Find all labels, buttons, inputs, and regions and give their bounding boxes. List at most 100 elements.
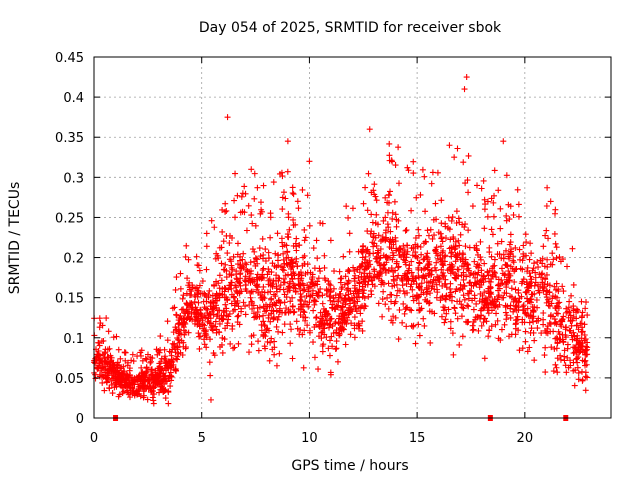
data-point <box>319 348 326 355</box>
data-point <box>186 309 193 316</box>
data-point <box>317 219 324 226</box>
data-point <box>183 300 190 307</box>
data-point <box>213 297 220 304</box>
data-point <box>470 270 477 277</box>
data-point <box>418 280 425 287</box>
data-point <box>334 304 341 311</box>
data-point <box>295 205 302 212</box>
data-point <box>389 283 396 290</box>
data-point <box>106 345 113 352</box>
data-point <box>326 324 333 331</box>
data-point <box>481 315 488 322</box>
data-point <box>549 295 556 302</box>
data-point <box>553 345 560 352</box>
data-point <box>452 288 459 295</box>
data-point <box>126 380 133 387</box>
data-point <box>290 191 297 198</box>
data-point <box>184 314 191 321</box>
data-point <box>242 273 249 280</box>
data-point <box>544 263 551 270</box>
y-tick-label: 0.15 <box>55 292 84 307</box>
data-point <box>543 271 550 278</box>
data-point <box>226 256 233 263</box>
data-point <box>448 249 455 256</box>
data-point <box>322 313 329 320</box>
data-point <box>325 278 332 285</box>
data-point <box>369 281 376 288</box>
data-point <box>371 268 378 275</box>
data-point <box>213 313 220 320</box>
data-point <box>570 329 577 336</box>
data-point <box>362 263 369 270</box>
data-point <box>481 260 488 267</box>
data-point <box>133 374 140 381</box>
data-point <box>408 322 415 329</box>
data-point <box>205 291 212 298</box>
data-point <box>468 288 475 295</box>
data-point <box>446 293 453 300</box>
data-point <box>413 194 420 201</box>
data-point <box>101 387 108 394</box>
data-point <box>523 239 530 246</box>
data-point <box>421 322 428 329</box>
data-point <box>200 298 207 305</box>
data-point <box>451 154 458 161</box>
data-point <box>579 313 585 320</box>
data-point <box>352 302 359 309</box>
data-point <box>109 390 116 397</box>
data-point <box>462 180 469 187</box>
data-point <box>241 277 248 284</box>
data-point <box>142 376 149 383</box>
data-point <box>544 281 551 288</box>
data-point <box>246 275 253 282</box>
data-point <box>173 312 180 319</box>
data-point <box>219 228 226 235</box>
data-point <box>389 256 396 263</box>
data-point <box>573 306 580 313</box>
data-point <box>258 327 265 334</box>
data-point <box>417 191 424 198</box>
data-point <box>106 385 113 392</box>
data-point <box>250 332 257 339</box>
data-point <box>450 235 457 242</box>
data-point <box>348 320 355 327</box>
data-point <box>438 313 445 320</box>
data-point <box>433 259 440 266</box>
data-point <box>203 344 210 351</box>
data-point <box>487 283 494 290</box>
data-point <box>508 331 515 338</box>
data-point <box>364 273 371 280</box>
data-point <box>262 329 269 336</box>
data-point <box>103 379 110 386</box>
data-point <box>382 194 389 201</box>
data-point <box>289 275 296 282</box>
data-point <box>221 336 228 343</box>
data-point <box>455 237 462 244</box>
data-point <box>263 326 270 333</box>
data-point <box>350 264 357 271</box>
data-point <box>420 315 427 322</box>
data-point <box>260 265 267 272</box>
data-point <box>245 202 252 209</box>
data-point <box>164 363 171 370</box>
data-point <box>237 282 244 289</box>
data-point <box>399 282 406 289</box>
data-point <box>474 271 481 278</box>
data-point <box>524 268 531 275</box>
data-point <box>410 245 417 252</box>
data-point <box>188 306 195 313</box>
y-tick-label: 0.45 <box>55 51 84 66</box>
data-point <box>584 312 591 319</box>
data-point <box>451 304 458 311</box>
data-point <box>179 352 186 359</box>
data-point <box>420 256 427 263</box>
data-point <box>385 280 392 287</box>
data-point <box>197 310 204 317</box>
data-point <box>98 365 105 372</box>
data-point <box>423 253 430 260</box>
data-point <box>234 192 241 199</box>
data-point <box>261 323 268 330</box>
data-point <box>327 297 334 304</box>
data-point-peak <box>306 158 313 165</box>
data-point <box>235 312 242 319</box>
